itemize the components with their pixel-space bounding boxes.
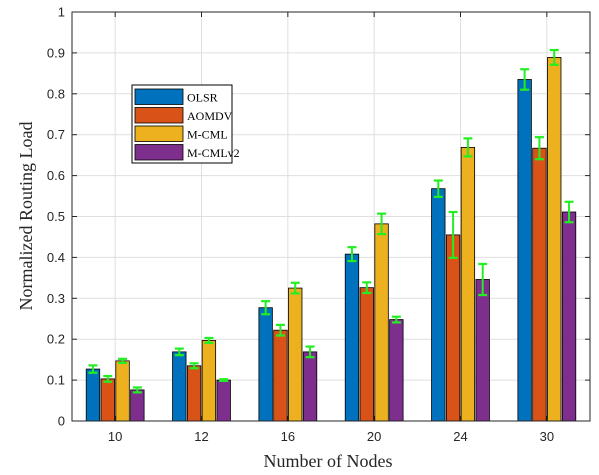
bar-olsr-10 xyxy=(85,368,101,422)
x-tick-label: 12 xyxy=(194,429,208,444)
y-tick-label: 0.7 xyxy=(47,127,65,142)
bar-m-cml-20 xyxy=(374,223,389,422)
bar-olsr-24 xyxy=(431,188,446,422)
y-tick-label: 0.9 xyxy=(47,45,65,60)
bar-aomdv-16 xyxy=(273,329,288,422)
y-tick-label: 0.6 xyxy=(47,168,65,183)
legend-label: AOMDV xyxy=(187,109,233,123)
y-tick-label: 0.1 xyxy=(47,373,65,388)
legend-label: OLSR xyxy=(187,90,218,104)
legend-label: M-CMLv2 xyxy=(187,146,240,160)
bar-aomdv-10 xyxy=(100,378,115,422)
legend: OLSR AOMDV M-CML M-CMLv2 xyxy=(131,84,240,164)
bar-aomdv-12 xyxy=(186,365,202,422)
bar-m-cml-30 xyxy=(547,56,562,422)
legend-swatch-m-cml xyxy=(134,125,184,142)
legend-swatch-olsr xyxy=(134,88,184,105)
legend-swatch-aomdv xyxy=(134,107,184,124)
bar-m-cml-24 xyxy=(460,146,476,422)
x-tick-label: 16 xyxy=(281,429,295,444)
bar-m-cmlv2-12 xyxy=(216,379,231,422)
bar-m-cml-10 xyxy=(115,360,130,422)
bar-aomdv-30 xyxy=(532,147,547,422)
plot-area: 0 0.1 0.2 0.3 0.4 0.5 0.6 0.7 0.8 0.9 1 10 12 16 20 24 3… xyxy=(47,5,591,444)
y-tick-label: 0.3 xyxy=(47,291,65,306)
bar-olsr-16 xyxy=(258,307,273,422)
x-tick-label: 10 xyxy=(108,429,122,444)
bar-aomdv-24 xyxy=(445,234,461,422)
x-tick-label: 20 xyxy=(367,429,381,444)
y-tick-label: 0 xyxy=(58,414,65,429)
x-tick-label: 30 xyxy=(540,429,554,444)
y-tick-label: 1 xyxy=(58,5,65,20)
x-axis-label: Number of Nodes xyxy=(264,451,393,471)
y-tick-label: 0.8 xyxy=(47,86,65,101)
bar-aomdv-20 xyxy=(359,287,374,422)
y-tick-label: 0.5 xyxy=(47,209,65,224)
y-axis-label: Normalized Routing Load xyxy=(16,122,36,311)
bar-m-cml-16 xyxy=(288,287,303,422)
bar-m-cmlv2-24 xyxy=(475,279,490,422)
bar-m-cmlv2-30 xyxy=(561,211,577,422)
bar-olsr-30 xyxy=(517,79,532,422)
x-tick-label: 24 xyxy=(453,429,467,444)
bar-olsr-20 xyxy=(344,253,360,422)
y-tick-label: 0.4 xyxy=(47,250,65,265)
bar-olsr-12 xyxy=(172,351,187,422)
bar-m-cmlv2-16 xyxy=(302,351,318,422)
bar-m-cmlv2-20 xyxy=(389,319,404,422)
bar-m-cml-12 xyxy=(201,340,217,422)
legend-swatch-m-cmlv2 xyxy=(134,144,184,161)
y-tick-label: 0.2 xyxy=(47,332,65,347)
bar-m-cmlv2-10 xyxy=(130,389,145,422)
legend-label: M-CML xyxy=(187,127,228,141)
